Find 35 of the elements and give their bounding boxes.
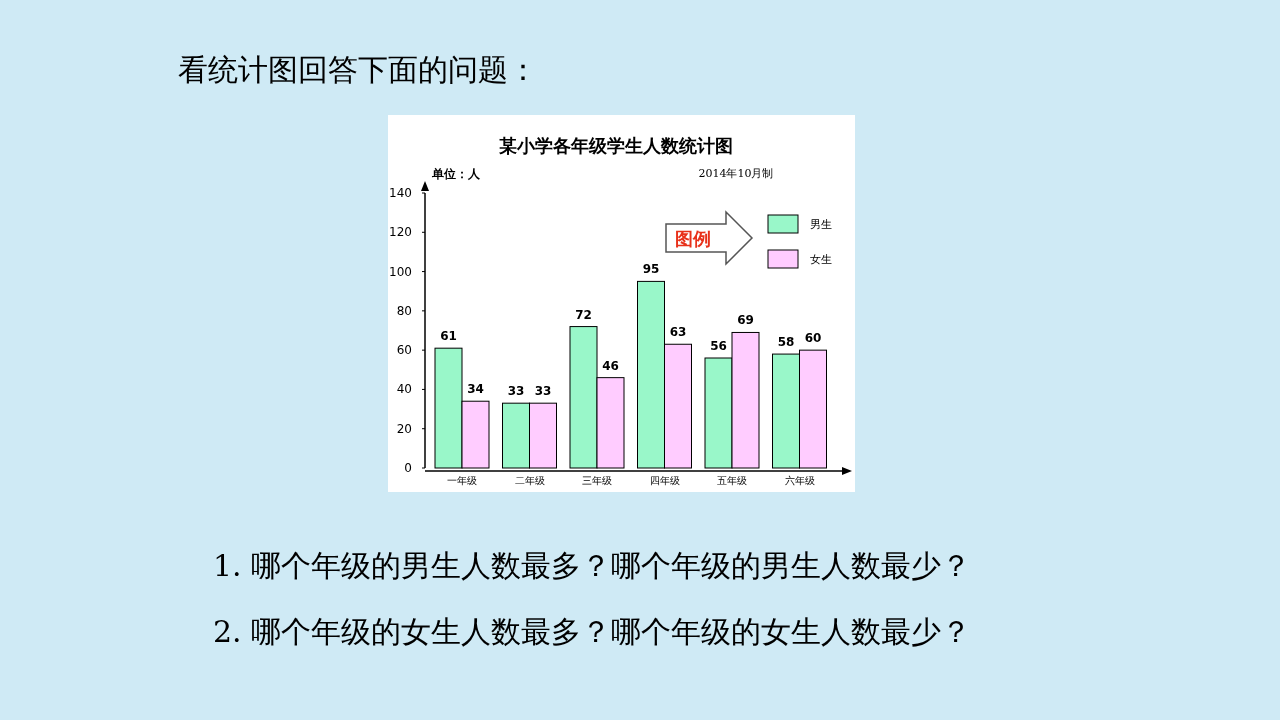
x-tick-label: 三年级: [582, 475, 612, 486]
x-tick-label: 五年级: [717, 475, 747, 486]
y-tick-label: 60: [396, 343, 412, 358]
data-label: 56: [710, 339, 727, 353]
data-label: 60: [804, 331, 822, 346]
data-label: 34: [467, 382, 484, 397]
legend-label: 女生: [810, 253, 832, 266]
x-tick-label: 一年级: [447, 475, 477, 486]
text: 看统计图回答下面的问题：: [178, 52, 538, 87]
data-label: 72: [575, 307, 592, 322]
y-tick-label: 0: [404, 461, 412, 475]
y-axis-title: 单位：人: [431, 167, 481, 181]
y-tick-label: 20: [396, 421, 412, 436]
data-label: 33: [534, 384, 552, 399]
data-label: 63: [669, 325, 687, 340]
x-tick-label: 四年级: [649, 475, 680, 486]
data-label: 58: [777, 335, 795, 350]
y-tick-label: 80: [396, 303, 412, 318]
data-label: 95: [642, 262, 660, 277]
data-label: 69: [737, 313, 754, 328]
chart-title: 某小学各年级学生人数统计图: [498, 135, 733, 156]
y-tick-label: 40: [396, 382, 412, 397]
x-tick-label: 六年级: [784, 475, 815, 486]
x-tick-label: 二年级: [514, 475, 545, 486]
legend-title: 图例: [675, 228, 711, 249]
data-label: 46: [602, 358, 619, 373]
y-tick-label: 100: [389, 264, 412, 279]
text: 2. 哪个年级的女生人数最多？哪个年级的女生人数最少？: [213, 614, 972, 649]
data-label: 33: [507, 384, 525, 399]
text: 1. 哪个年级的男生人数最多？哪个年级的男生人数最少？: [213, 548, 972, 583]
legend-label: 男生: [810, 218, 832, 231]
y-tick-label: 120: [389, 225, 412, 240]
data-label: 61: [440, 329, 457, 344]
y-tick-label: 140: [389, 186, 412, 200]
text: 2014年10月制: [698, 167, 774, 180]
